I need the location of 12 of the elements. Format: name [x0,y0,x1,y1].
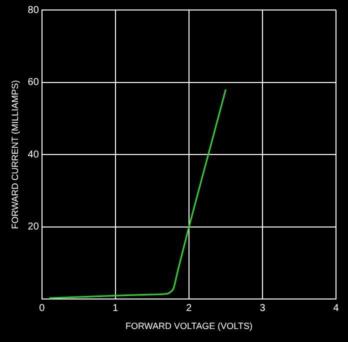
x-tick-label: 1 [112,302,119,314]
y-tick-label: 60 [28,77,40,88]
y-axis-title: FORWARD CURRENT (MILLIAMPS) [10,80,20,230]
x-tick-label: 4 [333,302,340,314]
x-tick-label: 3 [260,302,266,314]
x-tick-label: 0 [39,302,46,314]
y-tick-label: 20 [28,222,40,233]
x-axis-title: FORWARD VOLTAGE (VOLTS) [125,321,252,332]
line-series [48,88,226,299]
x-tick-label: 2 [186,302,192,314]
y-tick-label: 40 [28,149,40,160]
y-tick-label: 80 [28,4,40,16]
